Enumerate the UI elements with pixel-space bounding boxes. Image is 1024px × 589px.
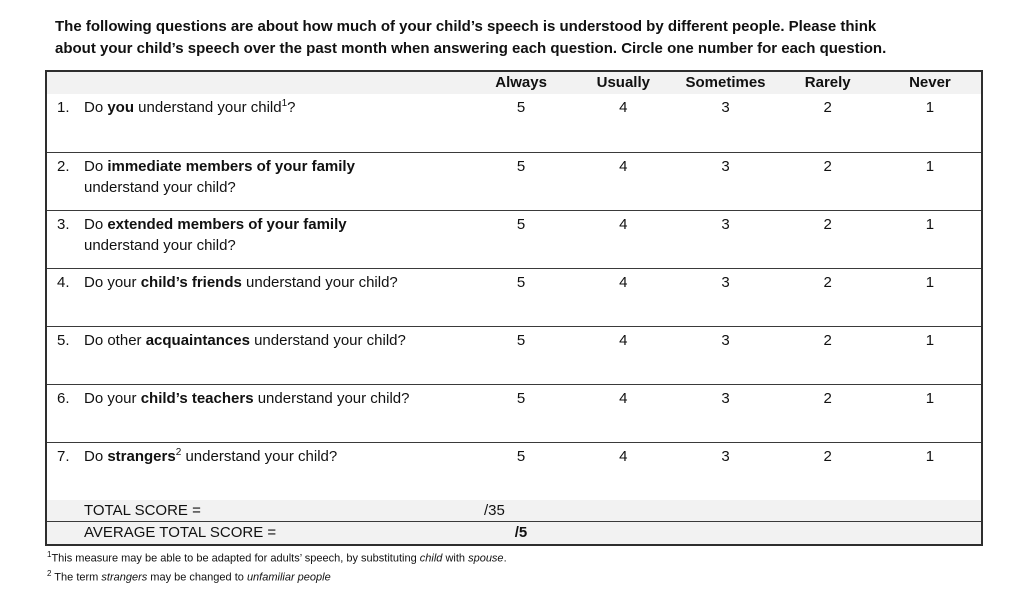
question-text: Do other acquaintances understand your c…	[84, 332, 406, 349]
footnote-text: The term strangers may be changed to unf…	[51, 571, 331, 584]
table-row: 2. Do immediate members of your family un…	[47, 152, 981, 210]
rating-option[interactable]: 4	[619, 158, 628, 175]
rating-option[interactable]: 2	[823, 158, 832, 175]
column-header-always: Always	[495, 74, 547, 91]
total-score-row: TOTAL SCORE = /35	[47, 500, 981, 521]
rating-options: 5 4 3 2 1	[470, 269, 981, 326]
question-text: Do immediate members of your family under…	[84, 158, 355, 196]
column-header-rarely: Rarely	[804, 74, 851, 91]
question-number: 1.	[57, 99, 70, 116]
rating-option[interactable]: 4	[619, 216, 628, 233]
rating-option[interactable]: 1	[925, 448, 935, 465]
rating-option[interactable]: 3	[721, 99, 730, 116]
rating-option[interactable]: 3	[721, 390, 730, 407]
rating-option[interactable]: 2	[823, 390, 832, 407]
rating-option[interactable]: 5	[516, 332, 526, 349]
rating-option[interactable]: 5	[516, 448, 526, 465]
column-header-never: Never	[909, 74, 951, 91]
question-number: 2.	[57, 158, 70, 175]
footnote: 1This measure may be able to be adapted …	[47, 548, 977, 566]
question-number: 4.	[57, 274, 70, 291]
rating-option[interactable]: 4	[619, 448, 628, 465]
rating-option[interactable]: 3	[721, 448, 730, 465]
table-header-row: Always Usually Sometimes Rarely Never	[47, 72, 981, 94]
table-row: 1. Do you understand your child1? 5 4 3 2 1	[47, 94, 981, 152]
question-text: Do extended members of your family unders…	[84, 216, 347, 254]
rating-option[interactable]: 1	[925, 158, 935, 175]
rating-options: 5 4 3 2 1	[470, 385, 981, 442]
rating-option[interactable]: 3	[721, 274, 730, 291]
footnote-text: This measure may be able to be adapted f…	[51, 552, 507, 565]
rating-option[interactable]: 5	[516, 390, 526, 407]
rating-option[interactable]: 4	[619, 274, 628, 291]
rating-option[interactable]: 2	[823, 216, 832, 233]
rating-options: 5 4 3 2 1	[470, 94, 981, 152]
rating-option[interactable]: 5	[516, 274, 526, 291]
question-number: 5.	[57, 332, 70, 349]
footnotes: 1This measure may be able to be adapted …	[47, 548, 977, 585]
question-number: 6.	[57, 390, 70, 407]
average-score-row: AVERAGE TOTAL SCORE = /5	[47, 521, 981, 544]
rating-options: 5 4 3 2 1	[470, 327, 981, 384]
table-row: 3. Do extended members of your family und…	[47, 210, 981, 268]
rating-option[interactable]: 3	[721, 158, 730, 175]
rating-option[interactable]: 4	[619, 390, 628, 407]
question-text: Do you understand your child1?	[84, 98, 296, 117]
average-score-value: /5	[514, 524, 528, 541]
average-score-label: AVERAGE TOTAL SCORE =	[84, 524, 277, 541]
question-column-header	[47, 72, 470, 94]
rating-option[interactable]: 1	[925, 216, 935, 233]
rating-option[interactable]: 1	[925, 390, 935, 407]
rating-option[interactable]: 4	[619, 332, 628, 349]
column-header-sometimes: Sometimes	[685, 74, 766, 91]
column-header-usually: Usually	[596, 74, 650, 91]
question-text: Do your child’s teachers understand your…	[84, 390, 410, 407]
intelligibility-table: Always Usually Sometimes Rarely Never 1.…	[45, 70, 983, 546]
rating-options: 5 4 3 2 1	[470, 443, 981, 500]
table-row: 6. Do your child’s teachers understand y…	[47, 384, 981, 442]
table-row: 7. Do strangers2 understand your child? …	[47, 442, 981, 500]
rating-option[interactable]: 1	[925, 332, 935, 349]
footnote: 2 The term strangers may be changed to u…	[47, 567, 977, 585]
rating-option[interactable]: 5	[516, 99, 526, 116]
total-score-label: TOTAL SCORE =	[84, 502, 201, 519]
rating-option[interactable]: 3	[721, 216, 730, 233]
question-text: Do strangers2 understand your child?	[84, 447, 338, 466]
rating-option[interactable]: 5	[516, 158, 526, 175]
question-number: 7.	[57, 448, 70, 465]
rating-option[interactable]: 2	[823, 448, 832, 465]
rating-options: 5 4 3 2 1	[470, 211, 981, 268]
rating-option[interactable]: 5	[516, 216, 526, 233]
footnote-marker: 1	[47, 550, 52, 559]
rating-option[interactable]: 4	[619, 99, 628, 116]
rating-option[interactable]: 1	[925, 274, 935, 291]
intro-text: The following questions are about how mu…	[55, 18, 887, 57]
rating-option[interactable]: 1	[925, 99, 935, 116]
rating-option[interactable]: 2	[823, 332, 832, 349]
table-row: 5. Do other acquaintances understand you…	[47, 326, 981, 384]
question-text: Do your child’s friends understand your …	[84, 274, 398, 291]
question-number: 3.	[57, 216, 70, 233]
table-row: 4. Do your child’s friends understand yo…	[47, 268, 981, 326]
total-score-value: /35	[484, 502, 505, 519]
footnote-marker: 2	[47, 568, 52, 578]
rating-option[interactable]: 2	[823, 99, 832, 116]
rating-option[interactable]: 3	[721, 332, 730, 349]
rating-options: 5 4 3 2 1	[470, 153, 981, 210]
rating-option[interactable]: 2	[823, 274, 832, 291]
